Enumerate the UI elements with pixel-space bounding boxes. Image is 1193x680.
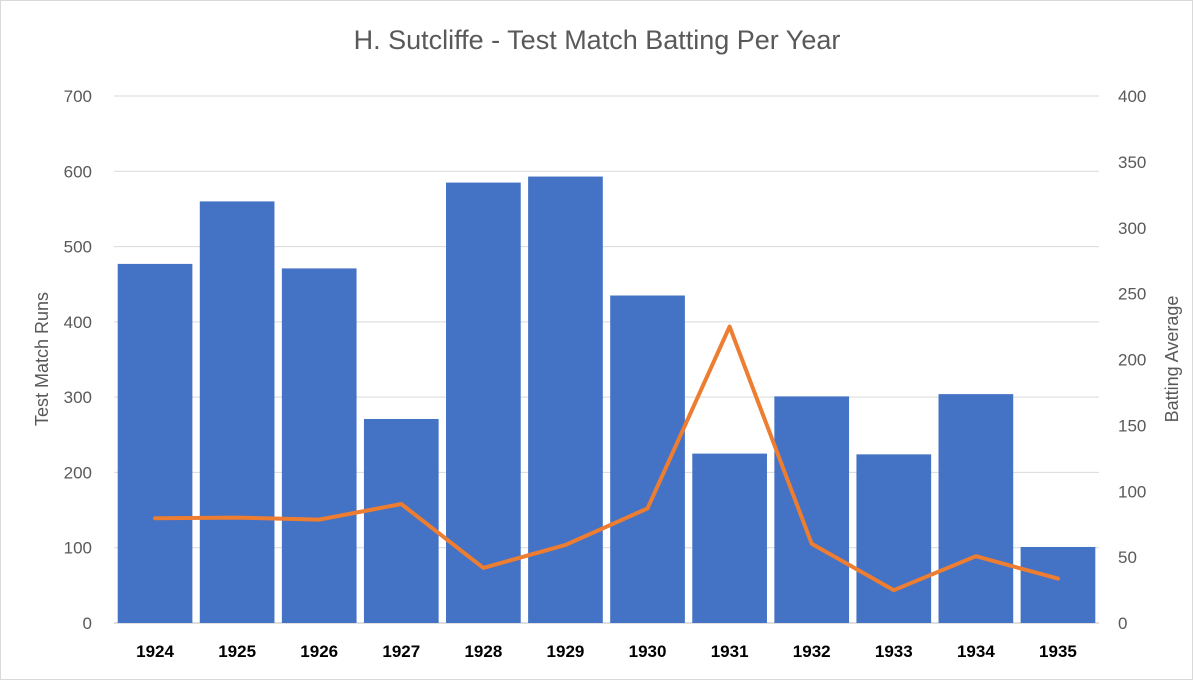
- batting-average-line: [153, 324, 1060, 593]
- left-axis-ticks: 0 100 200 300 400 500 600 700: [64, 87, 92, 633]
- left-axis-tick-label: 400: [64, 313, 92, 332]
- category-label: 1934: [957, 642, 995, 661]
- category-label: 1931: [711, 642, 749, 661]
- bar-1935: [1020, 546, 1096, 623]
- category-label: 1929: [547, 642, 585, 661]
- bar-1931: [692, 453, 767, 623]
- right-axis-tick-label: 200: [1118, 351, 1146, 370]
- right-axis-tick-label: 0: [1118, 614, 1127, 633]
- bar-1926: [281, 268, 357, 623]
- bar-1927: [363, 418, 439, 623]
- right-axis-tick-label: 350: [1118, 153, 1146, 172]
- right-axis-ticks: 0 50 100 150 200 250 300 350 400: [1118, 87, 1146, 633]
- right-axis-tick-label: 150: [1118, 416, 1146, 435]
- bar-1932: [774, 396, 850, 623]
- right-axis-tick-label: 300: [1118, 219, 1146, 238]
- bar-1925: [199, 201, 275, 623]
- category-label: 1925: [218, 642, 256, 661]
- bar-1934: [938, 394, 1014, 623]
- category-label: 1928: [464, 642, 502, 661]
- left-axis-tick-label: 200: [64, 463, 92, 482]
- category-label: 1924: [136, 642, 174, 661]
- right-axis-tick-label: 100: [1118, 482, 1146, 501]
- left-axis-tick-label: 700: [64, 87, 92, 106]
- category-label: 1927: [382, 642, 420, 661]
- left-axis-tick-label: 500: [64, 238, 92, 257]
- category-label: 1932: [793, 642, 831, 661]
- bar-series: [117, 176, 1096, 624]
- left-axis-tick-label: 300: [64, 388, 92, 407]
- right-axis-tick-label: 50: [1118, 548, 1137, 567]
- category-axis: 1924 1925 1926 1927 1928 1929 1930 1931 1932 1933…: [136, 642, 1077, 661]
- bar-1929: [528, 176, 603, 623]
- bar-1924: [117, 263, 193, 623]
- right-axis-tick-label: 400: [1118, 87, 1146, 106]
- left-axis-tick-label: 100: [64, 539, 92, 558]
- chart-title: H. Sutcliffe - Test Match Batting Per Ye…: [354, 25, 841, 55]
- bar-1928: [446, 182, 521, 624]
- category-label: 1933: [875, 642, 913, 661]
- category-label: 1930: [629, 642, 667, 661]
- right-axis-tick-label: 250: [1118, 285, 1146, 304]
- line-series: [153, 324, 1060, 593]
- left-axis-tick-label: 0: [83, 614, 92, 633]
- bar-1930: [610, 295, 685, 623]
- left-axis-tick-label: 600: [64, 162, 92, 181]
- gridlines: [114, 95, 1099, 624]
- category-label: 1935: [1039, 642, 1077, 661]
- right-axis-title: Batting Average: [1162, 296, 1182, 423]
- category-label: 1926: [300, 642, 338, 661]
- bar-1933: [856, 454, 932, 623]
- left-axis-title: Test Match Runs: [32, 292, 52, 426]
